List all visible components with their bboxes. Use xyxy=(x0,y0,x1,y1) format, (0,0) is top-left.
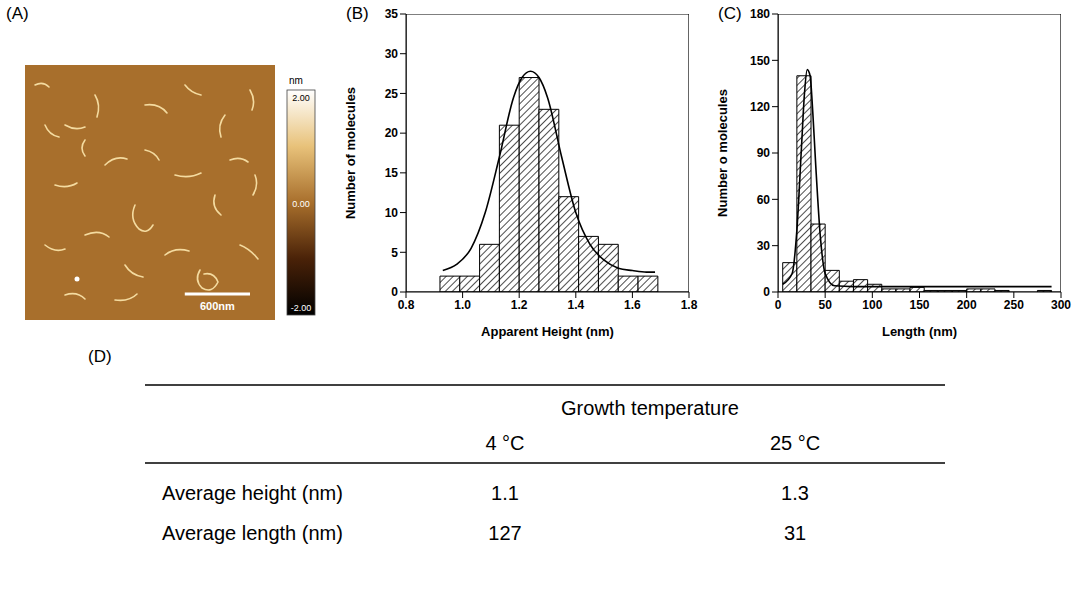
svg-text:127: 127 xyxy=(488,522,521,544)
svg-text:30: 30 xyxy=(385,47,399,61)
svg-text:-2.00: -2.00 xyxy=(291,303,312,313)
svg-text:250: 250 xyxy=(1004,298,1024,312)
svg-text:1.6: 1.6 xyxy=(624,298,641,312)
svg-text:300: 300 xyxy=(1051,298,1071,312)
svg-text:0.00: 0.00 xyxy=(292,199,310,209)
svg-text:1.4: 1.4 xyxy=(567,298,584,312)
svg-text:5: 5 xyxy=(391,246,398,260)
svg-text:35: 35 xyxy=(385,7,399,21)
svg-text:Length (nm): Length (nm) xyxy=(882,324,957,339)
svg-text:25: 25 xyxy=(385,87,399,101)
svg-text:1.2: 1.2 xyxy=(511,298,528,312)
svg-text:0: 0 xyxy=(775,298,782,312)
svg-text:15: 15 xyxy=(385,166,399,180)
svg-text:50: 50 xyxy=(818,298,832,312)
svg-text:nm: nm xyxy=(289,75,303,86)
svg-text:31: 31 xyxy=(784,522,806,544)
html-text:(B): (B) xyxy=(346,4,369,23)
svg-text:0: 0 xyxy=(763,285,770,299)
svg-text:1.0: 1.0 xyxy=(454,298,471,312)
html-text:(D): (D) xyxy=(88,347,112,366)
svg-text:180: 180 xyxy=(750,7,770,21)
svg-text:0: 0 xyxy=(391,285,398,299)
svg-text:Apparent Height (nm): Apparent Height (nm) xyxy=(481,324,614,339)
svg-text:1.8: 1.8 xyxy=(681,298,698,312)
svg-text:Average length (nm): Average length (nm) xyxy=(162,522,343,544)
svg-text:2.00: 2.00 xyxy=(292,93,310,103)
svg-text:1.3: 1.3 xyxy=(781,482,809,504)
svg-text:120: 120 xyxy=(750,100,770,114)
svg-text:30: 30 xyxy=(757,239,771,253)
svg-text:Number o molecules: Number o molecules xyxy=(715,89,730,217)
svg-text:90: 90 xyxy=(757,146,771,160)
svg-text:100: 100 xyxy=(862,298,882,312)
svg-text:20: 20 xyxy=(385,126,399,140)
svg-text:200: 200 xyxy=(957,298,977,312)
svg-text:150: 150 xyxy=(750,54,770,68)
svg-text:60: 60 xyxy=(757,193,771,207)
svg-text:Growth temperature: Growth temperature xyxy=(561,397,739,419)
svg-text:1.1: 1.1 xyxy=(491,482,519,504)
svg-text:10: 10 xyxy=(385,206,399,220)
svg-text:4 °C: 4 °C xyxy=(485,432,524,454)
svg-text:Average height (nm): Average height (nm) xyxy=(162,482,343,504)
svg-text:600nm: 600nm xyxy=(200,300,235,312)
svg-text:25 °C: 25 °C xyxy=(770,432,820,454)
html-text:(A): (A) xyxy=(6,4,29,23)
html-text:(C): (C) xyxy=(718,4,742,23)
svg-text:150: 150 xyxy=(909,298,929,312)
svg-text:0.8: 0.8 xyxy=(398,298,415,312)
svg-text:Number of molecules: Number of molecules xyxy=(343,87,358,219)
